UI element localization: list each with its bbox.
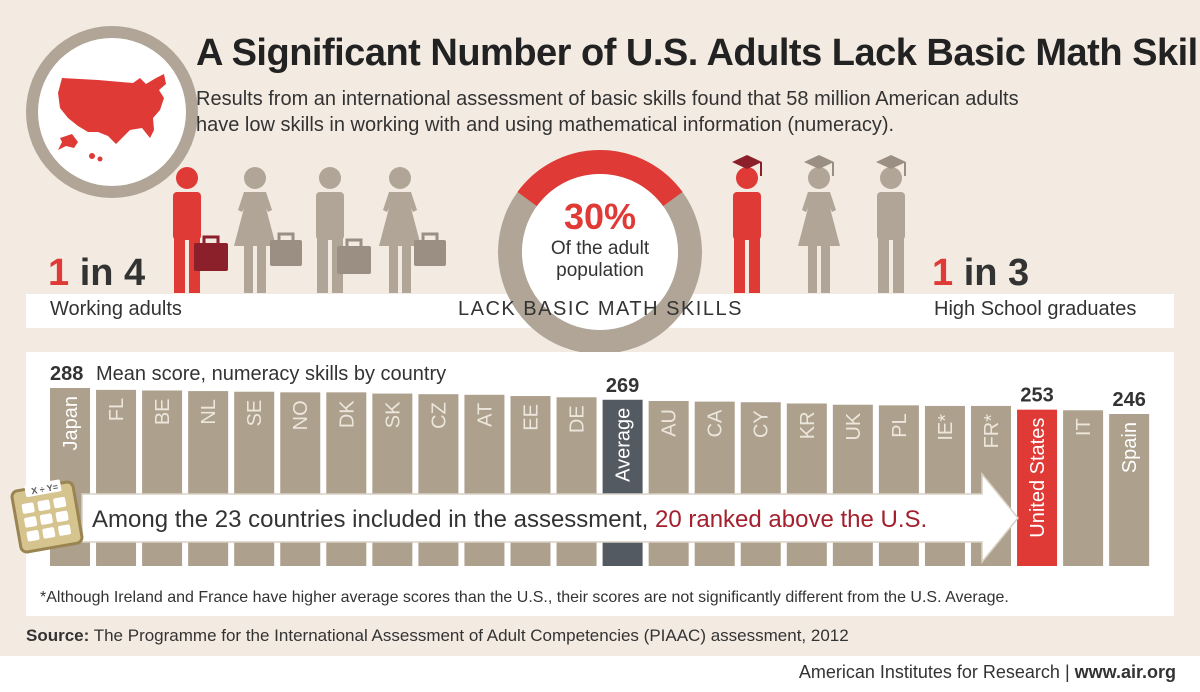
footer-site[interactable]: www.air.org (1074, 662, 1176, 682)
source-label: Source: (26, 626, 90, 645)
tick-label-united-states: United States (1027, 418, 1049, 538)
briefcase-icon (194, 243, 228, 271)
japan-value-label: 288 (50, 363, 83, 385)
tick-label-ca: CA (705, 409, 727, 437)
tick-label-nl: NL (198, 399, 220, 425)
callout-main: Among the 23 countries included in the a… (92, 506, 655, 533)
footnote: *Although Ireland and France have higher… (40, 589, 1009, 606)
source-line: Source: The Programme for the Internatio… (26, 626, 849, 646)
ratio-rest: in 3 (953, 252, 1030, 294)
graduation-cap-icon (876, 155, 906, 176)
tick-label-dk: DK (336, 400, 358, 428)
donut-label-line-1: Of the adult (550, 238, 650, 259)
callout-highlight: 20 ranked above the U.S. (655, 506, 927, 533)
bar-spain (1109, 414, 1150, 566)
tick-label-pl: PL (889, 413, 911, 437)
footer-separator: | (1064, 662, 1070, 682)
tick-label-it: IT (1073, 418, 1095, 436)
donut-percent: 30% (563, 196, 637, 237)
footer: American Institutes for Research | www.a… (799, 662, 1176, 683)
arrow-icon (81, 471, 1019, 565)
ratio-rest: in 4 (69, 252, 146, 294)
value-label-united-states: 253 (1020, 385, 1053, 407)
hs-graduates-ratio: 1 in 3 (932, 252, 1029, 295)
callout-text: Among the 23 countries included in the a… (92, 506, 927, 533)
donut-center (522, 174, 678, 330)
tick-label-se: SE (244, 400, 266, 427)
tick-label-ie-: IE* (935, 414, 957, 441)
page-title: A Significant Number of U.S. Adults Lack… (196, 32, 1200, 74)
tick-label-sk: SK (382, 401, 404, 428)
footer-org: American Institutes for Research (798, 662, 1060, 682)
tick-label-be: BE (152, 398, 174, 425)
hs-graduates-label: High School graduates (934, 298, 1137, 320)
briefcase-icon (414, 240, 446, 266)
tick-label-fr-: FR* (981, 414, 1003, 449)
tick-label-cz: CZ (428, 402, 450, 429)
working-adults-figures (173, 167, 446, 293)
graduation-cap-icon (732, 155, 762, 176)
tick-label-japan: Japan (60, 396, 82, 451)
percent-donut (498, 150, 702, 354)
graduates-figures (732, 155, 906, 293)
subtitle-line-1: Results from an international assessment… (196, 88, 1019, 110)
tick-label-ee: EE (521, 404, 543, 431)
working-adults-ratio: 1 in 4 (48, 252, 145, 295)
bar-it (1063, 410, 1104, 566)
graduation-cap-icon (804, 155, 834, 176)
tick-label-de: DE (567, 405, 589, 433)
tick-label-no: NO (290, 400, 312, 430)
tick-label-fl: FL (106, 398, 128, 421)
bar-united-states (1017, 409, 1058, 566)
tick-label-at: AT (474, 403, 496, 427)
working-adults-label: Working adults (50, 298, 182, 320)
tick-label-kr: KR (797, 411, 819, 439)
source-text: The Programme for the International Asse… (89, 626, 849, 645)
calc-keys: X ÷ Y= (30, 482, 58, 497)
briefcase-icon (337, 246, 371, 274)
tick-label-au: AU (659, 409, 681, 437)
donut-label-line-2: population (556, 260, 644, 281)
tick-label-spain: Spain (1119, 422, 1141, 473)
ratio-number: 1 (48, 252, 70, 294)
tick-label-average: Average (613, 408, 635, 482)
lack-basic-label: LACK BASIC MATH SKILLS (458, 298, 743, 320)
ratio-number: 1 (932, 252, 954, 294)
us-map-icon (58, 74, 166, 162)
calculator-icon: X ÷ Y= (10, 479, 84, 554)
briefcase-icon (270, 240, 302, 266)
tick-label-cy: CY (751, 410, 773, 438)
footer-bar (0, 656, 1200, 692)
chart-title: Mean score, numeracy skills by country (96, 363, 446, 385)
subtitle-line-2: have low skills in working with and usin… (196, 114, 895, 136)
donut-arc (517, 150, 683, 207)
tick-label-uk: UK (843, 412, 865, 440)
value-label-spain: 246 (1112, 389, 1145, 411)
value-label-average: 269 (606, 375, 639, 397)
